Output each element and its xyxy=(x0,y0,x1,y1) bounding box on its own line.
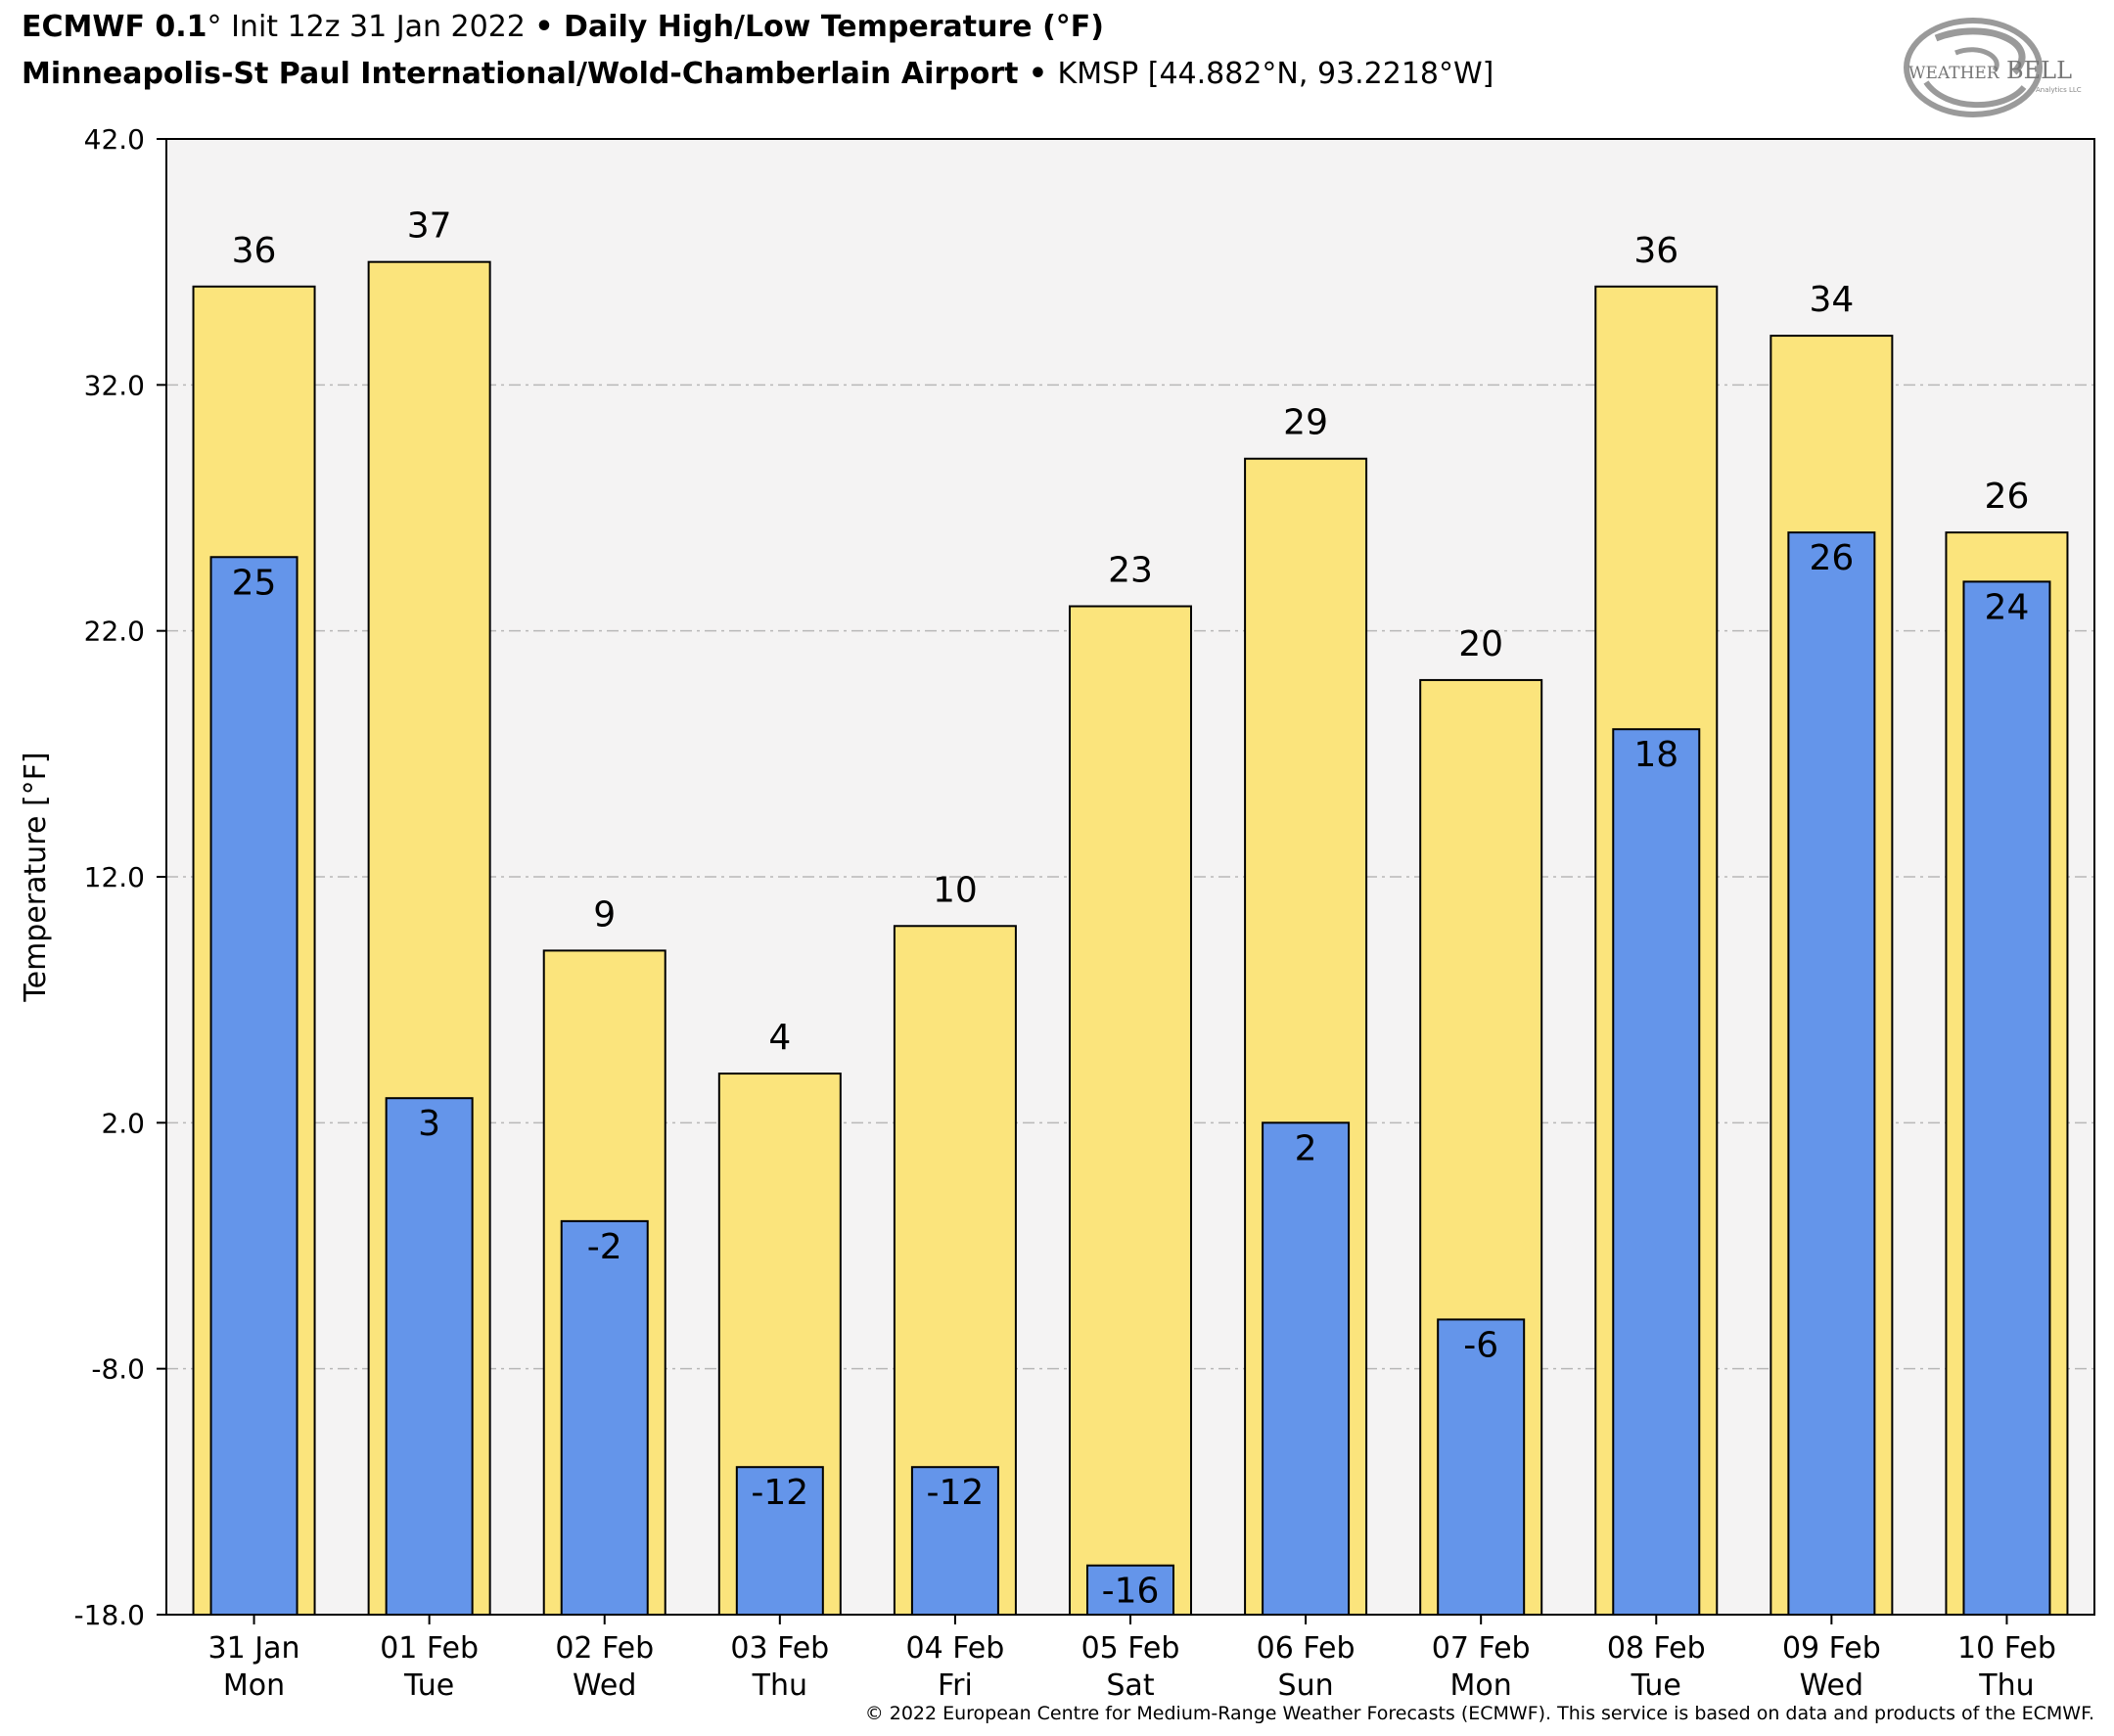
low-value-label: 25 xyxy=(232,563,277,603)
x-tick-label-weekday: Wed xyxy=(1800,1668,1863,1703)
low-value-label: -12 xyxy=(927,1473,985,1513)
high-value-label: 10 xyxy=(933,870,978,910)
high-value-label: 23 xyxy=(1108,551,1153,591)
x-tick-label-weekday: Thu xyxy=(1978,1668,2034,1703)
product-name: Daily High/Low Temperature (°F) xyxy=(553,10,1104,44)
y-tick-label: 2.0 xyxy=(101,1107,145,1139)
weatherbell-logo: WEATHER BELL Analytics LLC xyxy=(1904,18,2082,117)
logo-text-weather: WEATHER xyxy=(1908,64,2000,83)
high-value-label: 29 xyxy=(1283,403,1328,443)
x-tick-label-date: 07 Feb xyxy=(1432,1631,1531,1666)
x-tick-label-weekday: Wed xyxy=(573,1668,636,1703)
low-value-label: 24 xyxy=(1985,587,2030,627)
x-tick-label-weekday: Sat xyxy=(1106,1668,1154,1703)
low-value-label: 3 xyxy=(418,1104,440,1144)
y-tick-label: 42.0 xyxy=(84,123,145,156)
x-tick-label-date: 06 Feb xyxy=(1257,1631,1356,1666)
x-tick-label-date: 05 Feb xyxy=(1081,1631,1180,1666)
x-tick-label-weekday: Fri xyxy=(938,1668,973,1703)
x-tick-label-date: 08 Feb xyxy=(1607,1631,1706,1666)
x-tick-label-weekday: Sun xyxy=(1278,1668,1334,1703)
station-line: Minneapolis-St Paul International/Wold-C… xyxy=(22,57,1494,91)
station-separator: • xyxy=(1018,57,1058,91)
y-tick-label: -8.0 xyxy=(91,1353,145,1386)
high-value-label: 26 xyxy=(1985,477,2030,517)
low-value-label: 2 xyxy=(1295,1128,1317,1168)
x-tick-label-weekday: Tue xyxy=(1631,1668,1681,1703)
station-id: KMSP [44.882°N, 93.2218°W] xyxy=(1057,57,1494,91)
high-value-label: 9 xyxy=(593,894,616,935)
low-bar xyxy=(1262,1121,1351,1617)
high-value-label: 36 xyxy=(232,231,277,271)
low-value-label: 26 xyxy=(1809,538,1854,578)
x-tick-label-date: 03 Feb xyxy=(730,1631,829,1666)
station-name: Minneapolis-St Paul International/Wold-C… xyxy=(22,57,1019,91)
logo-text-bell: BELL xyxy=(2006,57,2072,84)
x-tick-label-date: 04 Feb xyxy=(905,1631,1004,1666)
low-bar xyxy=(209,556,299,1616)
high-value-label: 34 xyxy=(1809,280,1854,320)
x-tick-label-weekday: Mon xyxy=(223,1668,285,1703)
logo-text-sub: Analytics LLC xyxy=(2036,86,2082,94)
x-tick-label-weekday: Thu xyxy=(752,1668,807,1703)
low-bar xyxy=(385,1097,474,1616)
low-value-label: -12 xyxy=(751,1473,808,1513)
low-bar xyxy=(735,1466,824,1616)
low-bar xyxy=(1437,1318,1526,1617)
x-tick-label-date: 31 Jan xyxy=(208,1631,300,1666)
high-value-label: 37 xyxy=(407,206,452,247)
title-separator: • xyxy=(534,10,554,44)
low-bar xyxy=(1962,580,2051,1616)
low-value-label: -16 xyxy=(1102,1572,1160,1612)
high-value-label: 20 xyxy=(1458,624,1503,664)
low-bar xyxy=(1086,1564,1174,1616)
x-tick-label-weekday: Mon xyxy=(1450,1668,1512,1703)
plot-frame xyxy=(165,138,2095,1616)
low-value-label: 18 xyxy=(1633,735,1678,775)
y-tick-label: 12.0 xyxy=(84,861,145,893)
x-tick-label-date: 01 Feb xyxy=(380,1631,479,1666)
low-bar xyxy=(1787,531,1876,1617)
y-tick-label: 22.0 xyxy=(84,616,145,648)
y-axis-label: Temperature [°F] xyxy=(19,752,53,1002)
x-tick-label-date: 10 Feb xyxy=(1957,1631,2056,1666)
chart-title: ECMWF 0.1° Init 12z 31 Jan 2022 • Daily … xyxy=(22,10,1104,44)
low-bar xyxy=(560,1219,649,1617)
y-tick-label: -18.0 xyxy=(74,1599,145,1631)
x-tick-label-date: 02 Feb xyxy=(555,1631,654,1666)
x-tick-label-date: 09 Feb xyxy=(1782,1631,1881,1666)
copyright-notice: © 2022 European Centre for Medium-Range … xyxy=(864,1703,2094,1724)
low-value-label: -2 xyxy=(587,1227,622,1267)
low-value-label: -6 xyxy=(1463,1325,1498,1365)
high-value-label: 4 xyxy=(768,1018,791,1058)
model-name: ECMWF 0.1 xyxy=(22,10,207,44)
high-bar xyxy=(1069,605,1192,1616)
y-tick-label: 32.0 xyxy=(84,369,145,401)
init-time: Init 12z 31 Jan 2022 xyxy=(221,10,535,44)
x-tick-label-weekday: Tue xyxy=(403,1668,454,1703)
degree-symbol: ° xyxy=(207,10,222,44)
low-bar xyxy=(1612,728,1701,1616)
high-value-label: 36 xyxy=(1633,231,1678,271)
